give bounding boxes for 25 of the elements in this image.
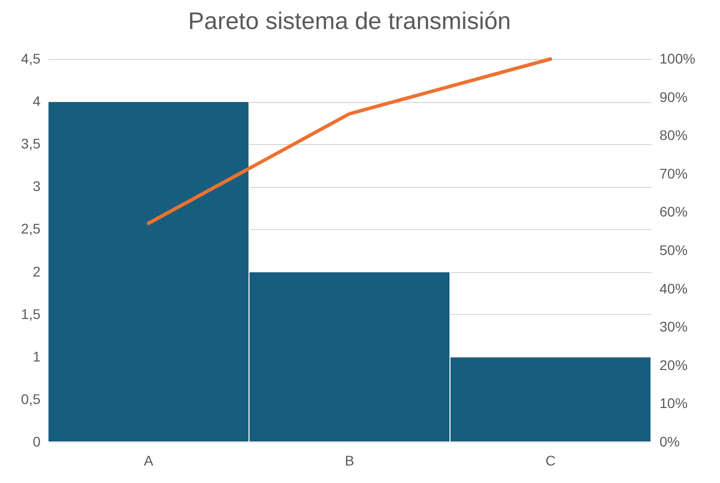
y-tick-label: 1,5 [21,306,41,322]
y2-tick-label: 50% [660,242,688,258]
y2-tick-label: 80% [660,127,688,144]
y-tick-label: 2,5 [21,220,41,237]
y2-tick-label: 90% [660,88,688,105]
x-tick-label: C [545,452,556,468]
y-tick-label: 1 [32,348,41,364]
y2-tick-label: 10% [660,395,688,412]
y-tick-label: 3,5 [21,136,41,152]
y-tick-label: 0 [32,434,41,450]
y2-tick-label: 70% [660,165,688,182]
y2-tick-label: 0% [660,434,680,450]
y-tick-label: 2 [32,263,41,280]
y2-tick-label: 40% [660,280,688,296]
y2-tick-label: 100% [660,50,696,66]
y2-tick-label: 60% [660,204,688,220]
y-tick-label: 3 [32,178,41,194]
y2-tick-label: 20% [660,356,688,373]
y-tick-label: 4 [32,93,41,110]
y-tick-label: 0,5 [21,390,41,407]
y2-tick-label: 30% [660,318,688,335]
x-tick-label: B [344,452,354,468]
x-tick-label: A [144,452,154,468]
y-tick-label: 4,5 [21,50,41,66]
chart-title: Pareto sistema de transmisión [188,8,511,35]
